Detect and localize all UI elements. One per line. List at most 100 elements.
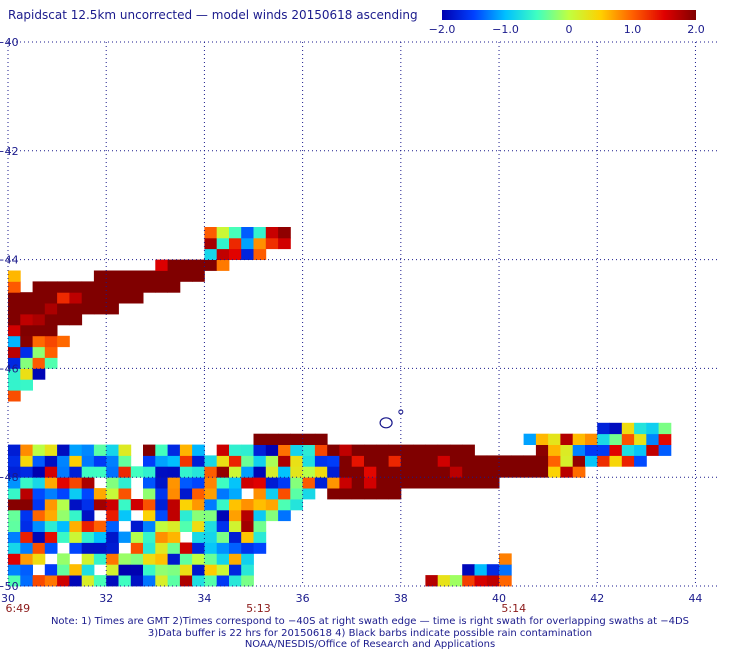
heatmap-cell xyxy=(339,477,353,489)
heatmap-cell xyxy=(449,444,463,456)
heatmap-cell xyxy=(155,575,168,587)
heatmap-cell xyxy=(93,270,107,282)
heatmap-cell xyxy=(81,575,95,587)
heatmap-cell xyxy=(658,422,672,435)
heatmap-cell xyxy=(388,444,402,456)
heatmap-cell xyxy=(167,488,181,500)
heatmap-cell xyxy=(216,488,230,500)
heatmap-cell xyxy=(597,455,610,467)
y-tick-label: −44 xyxy=(0,254,19,267)
heatmap-cell xyxy=(167,499,181,511)
heatmap-cell xyxy=(44,488,58,500)
heatmap-cell xyxy=(204,520,218,532)
heatmap-cell xyxy=(143,520,156,532)
heatmap-cell xyxy=(499,553,512,565)
heatmap-cell xyxy=(81,488,95,500)
heatmap-cell xyxy=(192,259,205,271)
heatmap-cell xyxy=(8,575,21,587)
heatmap-cell xyxy=(44,520,58,532)
heatmap-cell xyxy=(179,509,193,522)
heatmap-cell xyxy=(93,292,107,304)
heatmap-cell xyxy=(535,433,549,445)
heatmap-cell xyxy=(143,531,156,543)
heatmap-cell xyxy=(32,292,46,304)
heatmap-cell xyxy=(8,531,21,543)
heatmap-cell xyxy=(143,466,156,478)
heatmap-cell xyxy=(241,237,254,250)
heatmap-cell xyxy=(364,466,377,478)
heatmap-cell xyxy=(364,477,377,489)
heatmap-cell xyxy=(314,466,328,478)
heatmap-cell xyxy=(634,444,647,456)
heatmap-cell xyxy=(253,455,267,467)
heatmap-cell xyxy=(229,477,242,489)
heatmap-cell xyxy=(192,509,205,522)
heatmap-cell xyxy=(20,564,33,576)
heatmap-cell xyxy=(8,324,21,337)
heatmap-cell xyxy=(8,564,21,576)
time-label: 5:14 xyxy=(501,602,526,615)
heatmap-cell xyxy=(20,335,33,348)
x-tick-label: 36 xyxy=(296,592,310,605)
heatmap-cell xyxy=(143,542,156,554)
heatmap-cell xyxy=(253,509,267,522)
heatmap-cell xyxy=(192,520,205,532)
heatmap-cell xyxy=(20,477,33,489)
heatmap-cell xyxy=(204,237,218,250)
heatmap-cell xyxy=(155,466,168,478)
heatmap-cell xyxy=(32,542,46,554)
heatmap-cell xyxy=(130,564,144,576)
heatmap-cell xyxy=(155,520,168,532)
heatmap-cell xyxy=(57,314,70,326)
heatmap-cell xyxy=(32,303,46,315)
heatmap-cell xyxy=(8,314,21,326)
heatmap-cell xyxy=(32,324,46,337)
heatmap-cell xyxy=(20,324,33,337)
heatmap-cell xyxy=(93,542,107,554)
heatmap-cell xyxy=(253,520,267,532)
heatmap-cell xyxy=(241,509,254,522)
heatmap-cell xyxy=(69,520,83,532)
heatmap-cell xyxy=(167,542,181,554)
heatmap-cell xyxy=(400,444,414,456)
heatmap-cell xyxy=(486,477,500,489)
heatmap-cell xyxy=(462,575,475,587)
heatmap-cell xyxy=(204,466,218,478)
heatmap-cell xyxy=(106,292,119,304)
heatmap-cell xyxy=(192,477,205,489)
heatmap-cell xyxy=(167,564,181,576)
heatmap-cell xyxy=(290,433,303,445)
heatmap-cell xyxy=(204,553,218,565)
heatmap-cell xyxy=(8,292,21,304)
heatmap-cell xyxy=(474,455,488,467)
heatmap-cell xyxy=(81,509,95,522)
heatmap-cell xyxy=(216,259,230,271)
heatmap-cell xyxy=(81,499,95,511)
heatmap-cell xyxy=(425,455,439,467)
heatmap-cell xyxy=(462,466,475,478)
heatmap-cell xyxy=(449,466,463,478)
heatmap-cell xyxy=(437,466,451,478)
heatmap-cell xyxy=(130,466,144,478)
heatmap-cell xyxy=(93,281,107,293)
heatmap-cell xyxy=(216,564,230,576)
heatmap-cell xyxy=(57,281,70,293)
heatmap-cell xyxy=(216,509,230,522)
y-tick-label: −50 xyxy=(0,580,19,593)
heatmap-cell xyxy=(20,346,33,358)
heatmap-cell xyxy=(118,564,132,576)
heatmap-cell xyxy=(535,455,549,467)
heatmap-cell xyxy=(535,444,549,456)
heatmap-cell xyxy=(57,466,70,478)
time-labels: 6:49 5:13 5:14 xyxy=(5,602,526,615)
heatmap-cell xyxy=(20,575,33,587)
heatmap-cell xyxy=(118,281,132,293)
heatmap-cell xyxy=(143,509,156,522)
heatmap-cell xyxy=(229,531,242,543)
heatmap-cell xyxy=(8,455,21,467)
heatmap-cell xyxy=(8,477,21,489)
heatmap-cell xyxy=(130,531,144,543)
heatmap-cell xyxy=(93,520,107,532)
heatmap-cell xyxy=(69,455,83,467)
heatmap-cell xyxy=(486,455,500,467)
